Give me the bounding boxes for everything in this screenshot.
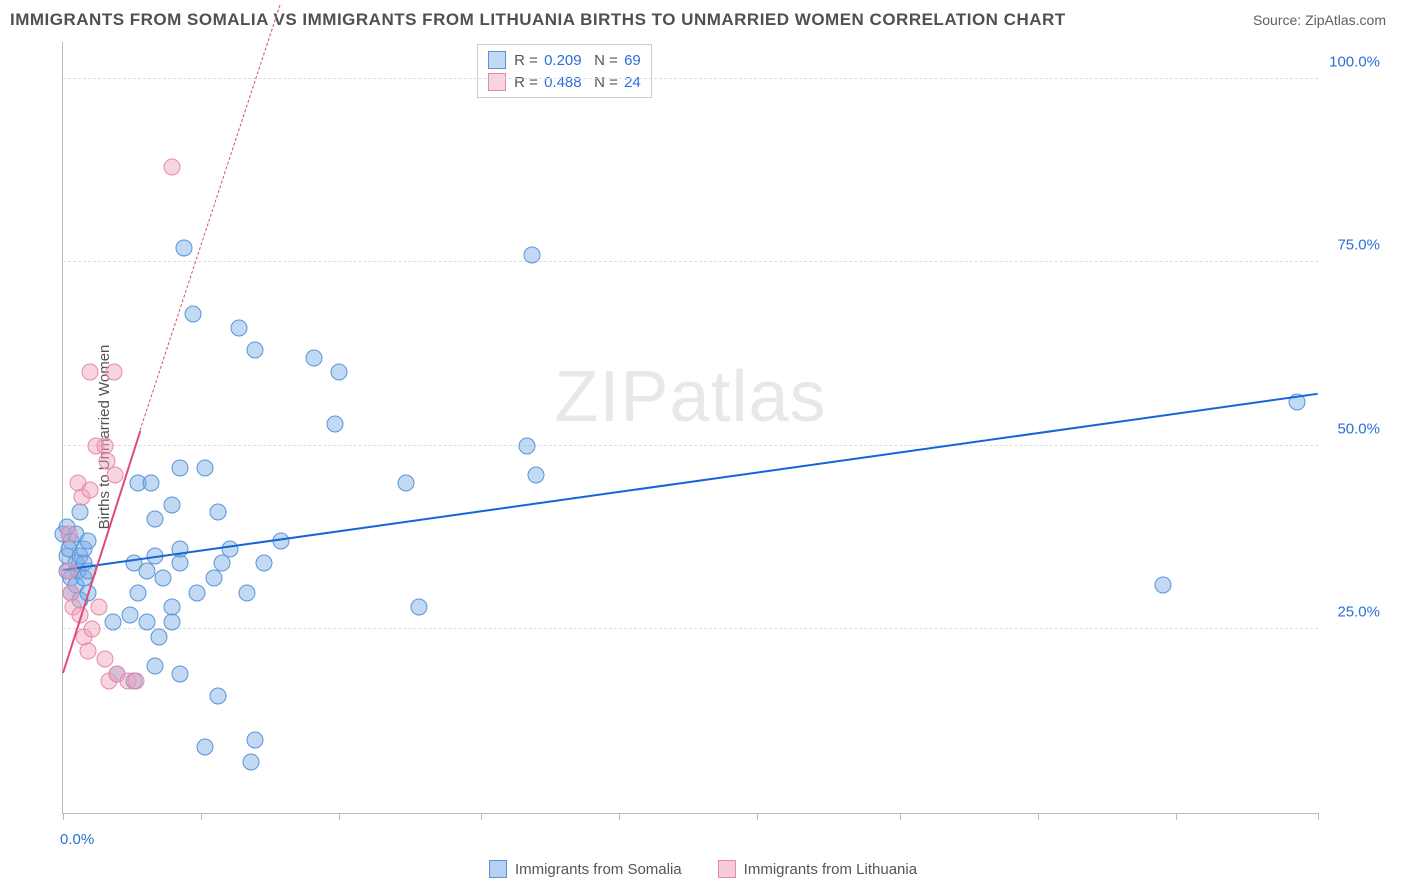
data-point	[197, 459, 214, 476]
data-point	[331, 364, 348, 381]
y-tick-label: 50.0%	[1337, 420, 1380, 437]
data-point	[107, 467, 124, 484]
x-tick	[1318, 813, 1319, 820]
data-point	[230, 320, 247, 337]
data-point	[155, 570, 172, 587]
data-point	[213, 555, 230, 572]
x-tick	[63, 813, 64, 820]
data-point	[138, 562, 155, 579]
y-tick-label: 100.0%	[1329, 53, 1380, 70]
data-point	[410, 599, 427, 616]
data-point	[172, 555, 189, 572]
x-tick	[339, 813, 340, 820]
gridline	[63, 261, 1318, 262]
series-swatch	[488, 51, 506, 69]
data-point	[61, 562, 78, 579]
data-point	[142, 474, 159, 491]
source-attrib: Source: ZipAtlas.com	[1253, 12, 1386, 28]
data-point	[96, 650, 113, 667]
x-tick	[1176, 813, 1177, 820]
data-point	[61, 525, 78, 542]
legend-item: Immigrants from Somalia	[489, 860, 682, 878]
series-legend: Immigrants from Somalia Immigrants from L…	[0, 860, 1406, 878]
legend-item: Immigrants from Lithuania	[718, 860, 917, 878]
y-tick-label: 75.0%	[1337, 237, 1380, 254]
data-point	[163, 614, 180, 631]
trend-line	[140, 5, 281, 431]
data-point	[188, 584, 205, 601]
data-point	[239, 584, 256, 601]
y-tick-label: 25.0%	[1337, 604, 1380, 621]
data-point	[121, 606, 138, 623]
stat-row: R = 0.209 N = 69	[488, 49, 641, 71]
gridline	[63, 628, 1318, 629]
legend-swatch	[718, 860, 736, 878]
x-tick	[1038, 813, 1039, 820]
x-axis-min-label: 0.0%	[60, 831, 94, 848]
data-point	[80, 533, 97, 550]
data-point	[1155, 577, 1172, 594]
x-tick	[900, 813, 901, 820]
data-point	[209, 687, 226, 704]
data-point	[176, 239, 193, 256]
data-point	[90, 599, 107, 616]
data-point	[138, 614, 155, 631]
data-point	[184, 305, 201, 322]
data-point	[84, 621, 101, 638]
data-point	[147, 658, 164, 675]
stats-legend: R = 0.209 N = 69R = 0.488 N = 24	[477, 44, 652, 98]
legend-label: Immigrants from Somalia	[515, 861, 682, 878]
data-point	[209, 503, 226, 520]
plot-region: ZIPatlas R = 0.209 N = 69R = 0.488 N = 2…	[62, 42, 1318, 814]
legend-swatch	[489, 860, 507, 878]
x-tick	[757, 813, 758, 820]
data-point	[172, 665, 189, 682]
data-point	[272, 533, 289, 550]
data-point	[130, 584, 147, 601]
data-point	[80, 643, 97, 660]
data-point	[205, 570, 222, 587]
data-point	[128, 672, 145, 689]
stat-row: R = 0.488 N = 24	[488, 71, 641, 93]
data-point	[106, 364, 123, 381]
series-swatch	[488, 73, 506, 91]
data-point	[519, 437, 536, 454]
data-point	[172, 459, 189, 476]
watermark: ZIPatlas	[554, 356, 826, 438]
data-point	[163, 158, 180, 175]
data-point	[247, 731, 264, 748]
chart-area: Births to Unmarried Women ZIPatlas R = 0…	[34, 42, 1388, 832]
data-point	[527, 467, 544, 484]
data-point	[105, 614, 122, 631]
data-point	[326, 415, 343, 432]
x-tick	[481, 813, 482, 820]
data-point	[163, 496, 180, 513]
data-point	[247, 342, 264, 359]
x-tick	[619, 813, 620, 820]
data-point	[82, 364, 99, 381]
data-point	[255, 555, 272, 572]
data-point	[147, 511, 164, 528]
data-point	[151, 628, 168, 645]
data-point	[243, 753, 260, 770]
data-point	[306, 349, 323, 366]
gridline	[63, 445, 1318, 446]
data-point	[222, 540, 239, 557]
trend-line	[63, 392, 1318, 570]
data-point	[82, 481, 99, 498]
data-point	[523, 246, 540, 263]
x-tick	[201, 813, 202, 820]
legend-label: Immigrants from Lithuania	[744, 861, 917, 878]
data-point	[197, 738, 214, 755]
data-point	[398, 474, 415, 491]
chart-title: IMMIGRANTS FROM SOMALIA VS IMMIGRANTS FR…	[10, 10, 1066, 30]
data-point	[71, 503, 88, 520]
gridline	[63, 78, 1318, 79]
